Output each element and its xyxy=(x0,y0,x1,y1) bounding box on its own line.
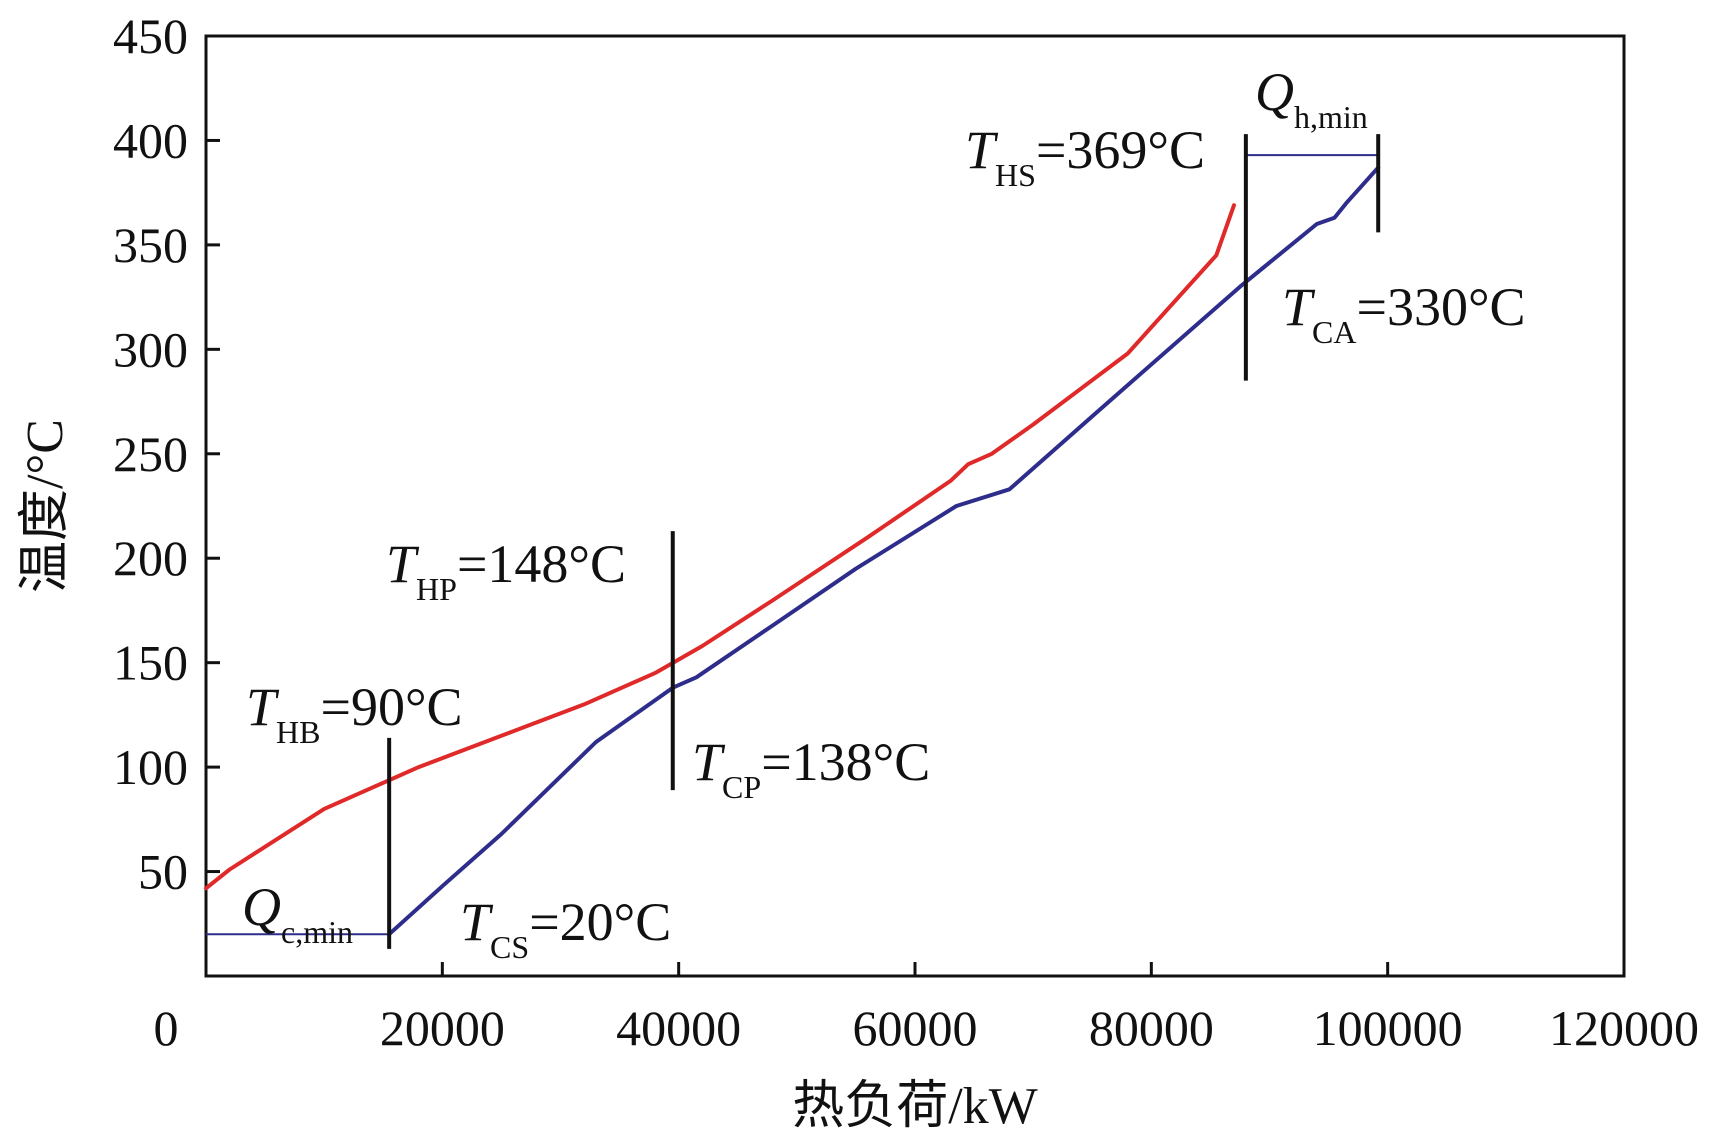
annotation-value: =330°C xyxy=(1357,277,1526,337)
annotation-label: TCA=330°C xyxy=(1282,277,1526,350)
annotation-symbol: T xyxy=(965,120,999,180)
annotations: THS=369°CTCA=330°CTHP=148°CTCP=138°CTHB=… xyxy=(242,62,1526,965)
annotation-subscript: CS xyxy=(490,929,529,965)
y-axis-ticks: 50 100 150 200 250 300 350 400 450 xyxy=(113,8,220,900)
annotation-value: =90°C xyxy=(321,677,463,737)
x-axis-ticks: 0 20000 40000 60000 80000 100000 120000 xyxy=(154,962,1699,1056)
x-tick-label: 60000 xyxy=(853,1000,978,1056)
annotation-value: =20°C xyxy=(529,892,671,952)
annotation-label: THB=90°C xyxy=(246,677,463,750)
annotation-value: =369°C xyxy=(1036,120,1205,180)
annotation-label: THS=369°C xyxy=(965,120,1205,193)
y-tick-label: 250 xyxy=(113,426,188,482)
y-tick-label: 50 xyxy=(138,844,188,900)
annotation-symbol: T xyxy=(692,732,726,792)
annotation-subscript: c,min xyxy=(281,914,353,950)
x-axis-title: 热负荷/kW xyxy=(792,1078,1038,1133)
annotation-symbol: T xyxy=(246,677,280,737)
x-tick-label: 100000 xyxy=(1313,1000,1463,1056)
annotation-label: TCP=138°C xyxy=(692,732,930,805)
y-tick-label: 350 xyxy=(113,217,188,273)
y-tick-label: 400 xyxy=(113,112,188,168)
annotation-label: Qh,min xyxy=(1255,62,1368,135)
x-tick-label: 20000 xyxy=(380,1000,505,1056)
annotation-value: =138°C xyxy=(761,732,930,792)
annotation-symbol: T xyxy=(1282,277,1316,337)
annotation-symbol: Q xyxy=(242,877,281,937)
annotation-label: TCS=20°C xyxy=(460,892,671,965)
annotation-subscript: CA xyxy=(1312,314,1356,350)
energy-gap-lines xyxy=(206,154,1379,936)
annotation-subscript: CP xyxy=(722,769,761,805)
x-tick-label: 0 xyxy=(154,1000,179,1056)
annotation-symbol: T xyxy=(460,892,494,952)
composite-curves xyxy=(204,165,1381,937)
annotation-value: =148°C xyxy=(457,534,626,594)
x-tick-label: 40000 xyxy=(616,1000,741,1056)
y-tick-label: 150 xyxy=(113,635,188,691)
y-tick-label: 450 xyxy=(113,8,188,64)
annotation-symbol: T xyxy=(386,534,420,594)
y-tick-label: 300 xyxy=(113,321,188,377)
annotation-subscript: HP xyxy=(416,571,457,607)
annotation-symbol: Q xyxy=(1255,62,1294,122)
cold-composite-curve xyxy=(387,165,1381,937)
annotation-subscript: HS xyxy=(995,157,1036,193)
annotation-label: Qc,min xyxy=(242,877,353,950)
y-tick-label: 200 xyxy=(113,530,188,586)
annotation-subscript: h,min xyxy=(1294,99,1368,135)
pinch-marker-lines xyxy=(387,134,1381,949)
annotation-label: THP=148°C xyxy=(386,534,626,607)
annotation-subscript: HB xyxy=(276,714,320,750)
x-tick-label: 120000 xyxy=(1549,1000,1699,1056)
y-axis-title: 温度/°C xyxy=(17,419,74,593)
x-tick-label: 80000 xyxy=(1089,1000,1214,1056)
y-tick-label: 100 xyxy=(113,739,188,795)
